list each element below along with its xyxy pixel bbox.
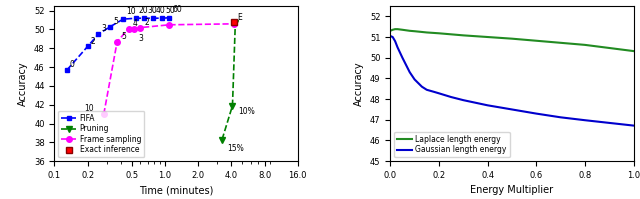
- FIFA: [159, 17, 166, 19]
- Text: 3: 3: [101, 24, 106, 33]
- Laplace length energy: [406, 30, 413, 32]
- Text: 5: 5: [122, 32, 126, 41]
- Gaussian length energy: [447, 96, 455, 98]
- Laplace length energy: [423, 31, 431, 34]
- Laplace length energy: [387, 30, 394, 32]
- Text: 0: 0: [70, 60, 75, 69]
- Laplace length energy: [394, 28, 401, 30]
- Frame sampling: [136, 26, 144, 29]
- Laplace length energy: [484, 36, 492, 38]
- Laplace length energy: [447, 33, 455, 35]
- Text: 10%: 10%: [238, 107, 255, 116]
- Laplace length energy: [435, 32, 443, 34]
- Laplace length energy: [391, 28, 399, 30]
- Text: 30: 30: [147, 6, 157, 15]
- Text: 4: 4: [132, 19, 138, 28]
- X-axis label: Energy Multiplier: Energy Multiplier: [470, 185, 554, 195]
- Gaussian length energy: [391, 40, 399, 42]
- Laplace length energy: [605, 47, 613, 49]
- Gaussian length energy: [435, 92, 443, 95]
- Gaussian length energy: [394, 46, 401, 49]
- Laplace length energy: [532, 40, 540, 42]
- Text: 10: 10: [84, 104, 94, 113]
- Laplace length energy: [581, 44, 589, 46]
- Text: 15%: 15%: [228, 144, 244, 153]
- Frame sampling: [131, 28, 138, 31]
- Y-axis label: Accuracy: Accuracy: [355, 61, 364, 106]
- Line: Frame sampling: Frame sampling: [101, 21, 236, 117]
- Line: Laplace length energy: Laplace length energy: [390, 29, 634, 51]
- Frame sampling: [166, 24, 173, 26]
- Legend: FIFA, Pruning, Frame sampling, Exact inference: FIFA, Pruning, Frame sampling, Exact inf…: [58, 111, 144, 157]
- Text: 2: 2: [145, 18, 149, 27]
- Gaussian length energy: [389, 36, 397, 38]
- Line: Gaussian length energy: Gaussian length energy: [390, 36, 634, 126]
- Laplace length energy: [630, 50, 637, 52]
- X-axis label: Time (minutes): Time (minutes): [139, 185, 213, 195]
- FIFA: [106, 25, 114, 28]
- Legend: Laplace length energy, Gaussian length energy: Laplace length energy, Gaussian length e…: [394, 132, 510, 157]
- Gaussian length energy: [430, 91, 438, 93]
- Frame sampling: [125, 27, 132, 30]
- Gaussian length energy: [423, 89, 431, 91]
- FIFA: [132, 17, 140, 19]
- Gaussian length energy: [460, 99, 467, 101]
- Text: 50: 50: [165, 6, 175, 15]
- Laplace length energy: [389, 29, 397, 31]
- Text: 20: 20: [139, 6, 148, 15]
- Gaussian length energy: [399, 57, 406, 59]
- Gaussian length energy: [605, 122, 613, 124]
- Laplace length energy: [399, 29, 406, 31]
- Pruning: [232, 22, 239, 24]
- Gaussian length energy: [418, 86, 426, 88]
- Text: 40: 40: [156, 6, 165, 15]
- Gaussian length energy: [508, 108, 516, 111]
- Pruning: [228, 104, 236, 107]
- Frame sampling: [113, 41, 121, 43]
- FIFA: [120, 18, 127, 20]
- Text: E: E: [237, 13, 242, 22]
- FIFA: [140, 17, 148, 19]
- Laplace length energy: [508, 37, 516, 40]
- Gaussian length energy: [581, 119, 589, 121]
- FIFA: [84, 45, 92, 48]
- Frame sampling: [230, 23, 237, 25]
- FIFA: [166, 17, 173, 19]
- Text: 3: 3: [138, 34, 143, 43]
- Text: 60: 60: [172, 5, 182, 14]
- Gaussian length energy: [532, 112, 540, 115]
- Gaussian length energy: [406, 71, 413, 73]
- Text: 10: 10: [126, 7, 136, 16]
- Laplace length energy: [411, 30, 419, 32]
- Frame sampling: [100, 113, 108, 115]
- FIFA: [149, 17, 157, 19]
- Gaussian length energy: [484, 104, 492, 106]
- Gaussian length energy: [630, 124, 637, 127]
- Gaussian length energy: [557, 116, 564, 119]
- Pruning: [218, 138, 226, 141]
- Gaussian length energy: [387, 35, 394, 37]
- FIFA: [95, 33, 102, 35]
- Laplace length energy: [460, 34, 467, 37]
- Line: FIFA: FIFA: [65, 15, 172, 72]
- Line: Pruning: Pruning: [219, 20, 239, 143]
- Laplace length energy: [557, 42, 564, 44]
- Text: 2: 2: [90, 37, 95, 46]
- FIFA: [63, 69, 71, 71]
- Gaussian length energy: [411, 78, 419, 81]
- Text: 5: 5: [113, 17, 118, 26]
- Y-axis label: Accuracy: Accuracy: [19, 61, 28, 106]
